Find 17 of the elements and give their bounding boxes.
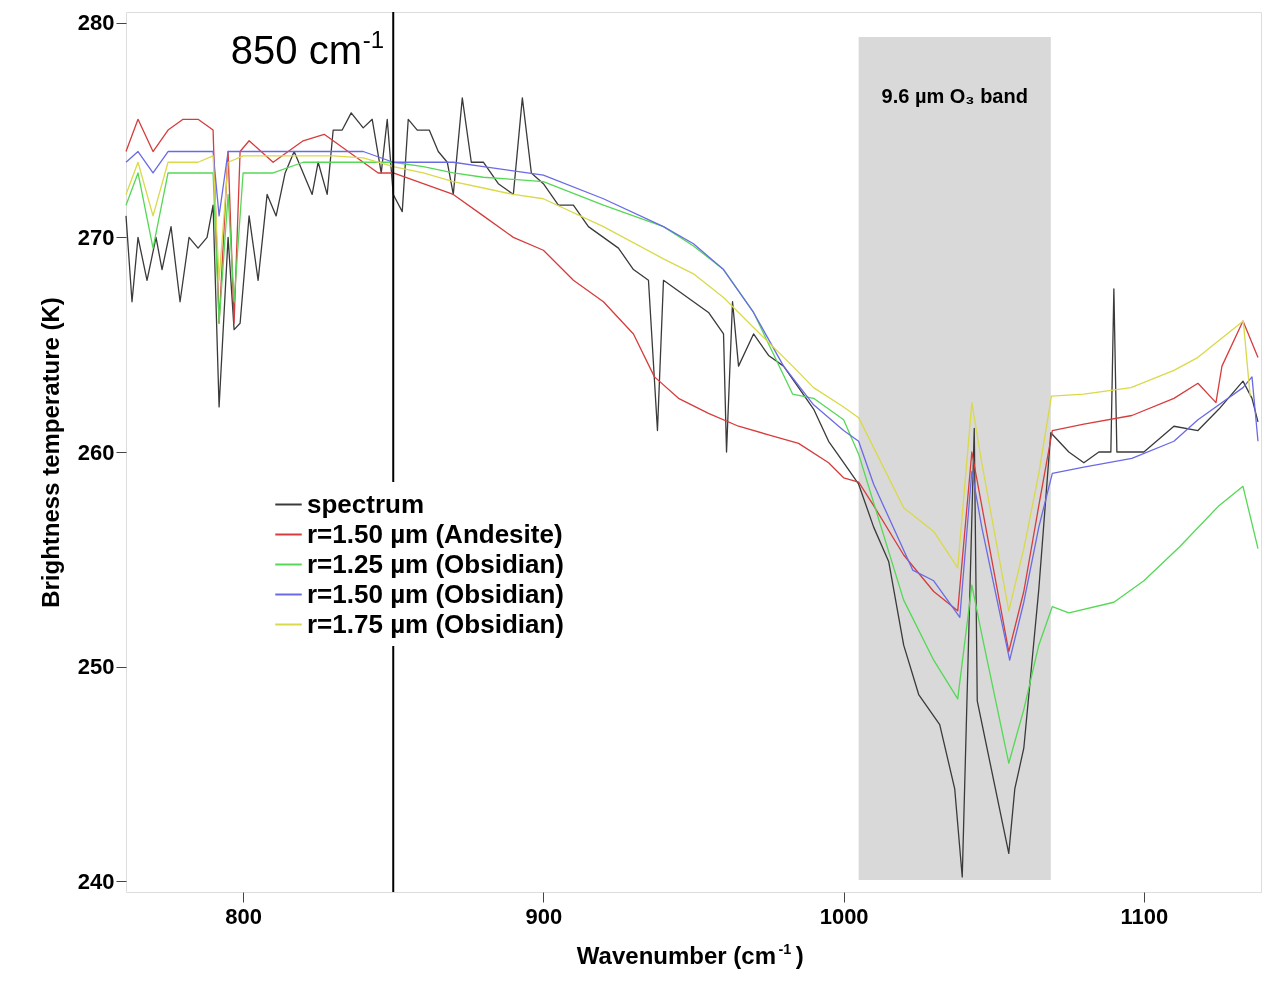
line-series [125,161,1259,764]
x-tick-label: 1000 [819,903,869,929]
y-axis-title: Brightness temperature (K) [36,297,64,608]
legend-label: spectrum [307,488,425,519]
y-tick-label: 250 [77,654,115,680]
y-tick-label: 260 [77,439,115,465]
x-tick-label: 1100 [1120,903,1169,929]
legend-label: r=1.50 µm (Obsidian) [307,578,565,609]
legend-label: r=1.50 µm (Andesite) [307,518,563,549]
legend-label: r=1.75 µm (Obsidian) [307,608,565,639]
band-label: 9.6 µm O₃ band [881,85,1028,107]
y-tick-label: 240 [77,868,115,894]
x-tick-label: 900 [525,903,563,929]
y-tick-label: 270 [77,224,115,250]
legend-label: r=1.25 µm (Obsidian) [307,548,565,579]
x-tick-label: 800 [225,903,262,929]
y-tick-label: 280 [77,10,115,36]
